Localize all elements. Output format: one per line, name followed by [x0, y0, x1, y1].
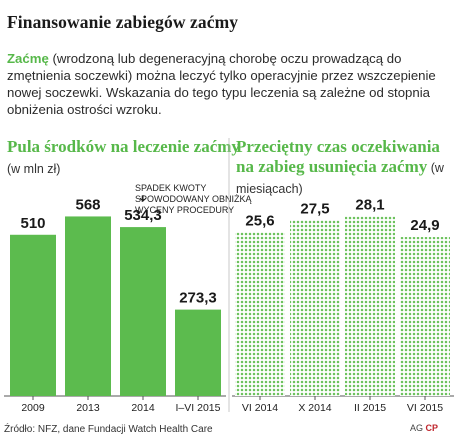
left-bar-1	[65, 216, 111, 396]
left-chart-title-main: Pula środków na leczenie zaćmy	[7, 137, 240, 156]
left-value-label-1: 568	[75, 196, 100, 213]
right-category-label-1: X 2014	[298, 402, 331, 414]
intro-highlight: Zaćmę	[7, 51, 49, 66]
left-category-label-3: I–VI 2015	[176, 402, 221, 414]
right-category-label-0: VI 2014	[242, 402, 278, 414]
intro-paragraph: Zaćmę (wrodzoną lub degeneracyjną chorob…	[7, 50, 455, 118]
source-note: Źródło: NFZ, dane Fundacji Watch Health …	[4, 424, 213, 435]
left-bar-2	[120, 227, 166, 396]
left-value-label-0: 510	[20, 215, 45, 232]
right-chart-title-main: Przeciętny czas oczekiwania na zabieg us…	[236, 137, 440, 176]
right-value-label-3: 24,9	[410, 217, 439, 234]
left-value-label-3: 273,3	[179, 290, 217, 307]
left-chart-title: Pula środków na leczenie zaćmy (w mln zł…	[7, 137, 247, 179]
credit-logo: AG CP	[410, 423, 438, 433]
left-chart-unit: (w mln zł)	[7, 162, 61, 176]
right-chart-title: Przeciętny czas oczekiwania na zabieg us…	[236, 137, 458, 199]
left-category-label-0: 2009	[21, 402, 45, 414]
right-category-label-2: II 2015	[354, 402, 386, 414]
left-category-label-1: 2013	[76, 402, 100, 414]
right-value-label-2: 28,1	[355, 197, 384, 214]
page-title: Finansowanie zabiegów zaćmy	[7, 12, 239, 32]
right-value-label-0: 25,6	[245, 213, 274, 230]
right-value-label-1: 27,5	[300, 200, 329, 217]
left-bar-3	[175, 309, 221, 396]
right-bar-1	[290, 220, 340, 396]
left-value-label-2: 534,3	[124, 207, 162, 224]
right-bar-2	[345, 216, 395, 396]
right-bar-0	[235, 232, 285, 396]
publisher-logo: CP	[425, 423, 439, 433]
right-chart-unit: (w miesiącach)	[236, 161, 444, 196]
credit-text: AG	[410, 423, 424, 433]
annotation-arrow	[139, 195, 147, 202]
intro-text: (wrodzoną lub degeneracyjną chorobę oczu…	[7, 51, 436, 117]
right-category-label-3: VI 2015	[407, 402, 443, 414]
right-bar-3	[400, 237, 450, 396]
left-bar-0	[10, 234, 56, 396]
left-category-label-2: 2014	[131, 402, 155, 414]
chart-annotation: Spadek kwoty spowodowany obniżką wyceny …	[135, 183, 252, 215]
